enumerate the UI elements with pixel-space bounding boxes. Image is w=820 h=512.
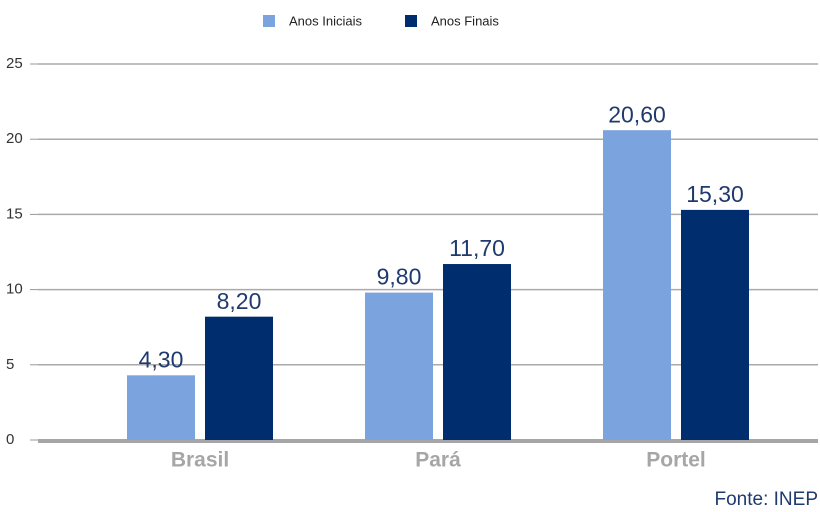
y-tick-label: 20: [6, 130, 23, 147]
value-label: 8,20: [217, 288, 262, 314]
y-tick-label: 15: [6, 205, 23, 222]
value-label: 15,30: [686, 181, 744, 207]
y-tick-label: 10: [6, 281, 23, 298]
legend-label: Anos Iniciais: [289, 13, 362, 28]
y-tick-label: 0: [6, 431, 14, 448]
bar: [365, 292, 433, 440]
x-tick-label: Pará: [415, 449, 461, 472]
y-tick-label: 5: [6, 356, 14, 373]
source: Fonte: INEP: [715, 489, 819, 510]
value-label: 4,30: [139, 346, 184, 372]
x-tick-label: Brasil: [171, 449, 229, 472]
bar: [443, 264, 511, 440]
value-label: 9,80: [377, 264, 422, 290]
x-tick-label: Portel: [646, 449, 706, 472]
legend-swatch: [263, 15, 275, 27]
legend-label: Anos Finais: [431, 13, 499, 28]
value-label: 11,70: [449, 235, 505, 261]
legend-swatch: [405, 15, 417, 27]
bar: [205, 316, 273, 440]
bar: [127, 375, 195, 440]
bar: [681, 209, 749, 440]
value-label: 20,60: [608, 101, 666, 127]
y-tick-label: 25: [6, 55, 23, 72]
bar: [603, 130, 671, 440]
